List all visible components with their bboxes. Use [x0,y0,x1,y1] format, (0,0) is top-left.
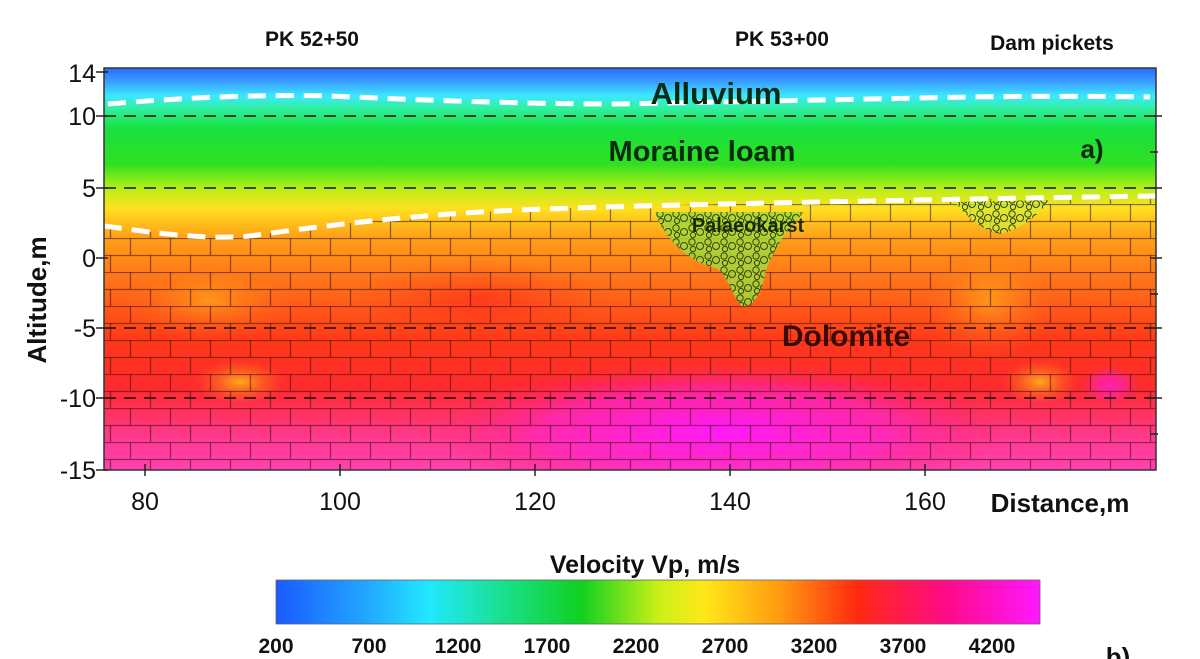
y-tick-labels: 14 10 5 0 -5 -10 -15 [60,60,96,485]
plot-frame [103,67,1157,471]
alluvium-boundary [107,92,1151,107]
bedrock-boundary [104,193,1156,240]
x-tick-label: 100 [319,488,361,516]
x-axis-title: Distance,m [991,488,1130,518]
colorbar-tick-label: 700 [351,635,386,658]
moraine-loam-label: Moraine loam [609,136,796,168]
y-tick-label: -15 [60,457,96,485]
colorbar-tick-label: 4200 [969,635,1016,658]
dolomite-label: Dolomite [782,320,910,353]
colorbar-tick-label: 2200 [613,635,660,658]
x-tick-label: 120 [514,488,556,516]
dam-pickets-label: Dam pickets [990,32,1114,55]
palaeokarst-label: Palaeokarst [692,215,805,237]
panel-label-b: b) [1106,642,1131,659]
y-tick-label: 5 [82,175,96,203]
y-tick-label: 10 [68,103,96,131]
palaeokarst-texture [655,212,805,307]
colorbar [275,579,1041,625]
colorbar-tick-labels: 200 700 1200 1700 2200 2700 3200 3700 42… [258,635,1015,658]
right-ticks [1150,115,1162,435]
y-axis-title: Altitude,m [22,236,52,363]
picket-right-label: PK 53+00 [735,28,829,51]
picket-left-label: PK 52+50 [265,28,359,51]
x-tick-labels: 80 100 120 140 160 [131,488,946,516]
y-tick-label: 0 [82,245,96,273]
colorbar-tick-label: 1700 [524,635,571,658]
altitude-gridlines [104,115,1156,399]
x-tick-label: 140 [709,488,751,516]
colorbar-tick-label: 3200 [791,635,838,658]
y-tick-label: 14 [68,60,96,88]
velocity-section [104,68,1156,470]
colorbar-tick-label: 2700 [702,635,749,658]
colorbar-tick-label: 200 [258,635,293,658]
palaeokarst-texture-2 [955,200,1050,234]
colorbar-tick-label: 3700 [880,635,927,658]
colorbar-tick-label: 1200 [435,635,482,658]
bottom-ticks [144,464,926,476]
dolomite-hatch [104,196,1156,470]
x-tick-label: 160 [904,488,946,516]
y-tick-label: -5 [74,315,96,343]
panel-label-a: a) [1080,134,1103,164]
x-tick-label: 80 [131,488,159,516]
left-ticks [96,71,108,471]
y-tick-label: -10 [60,385,96,413]
alluvium-label: Alluvium [651,76,782,111]
colorbar-title: Velocity Vp, m/s [550,551,740,579]
